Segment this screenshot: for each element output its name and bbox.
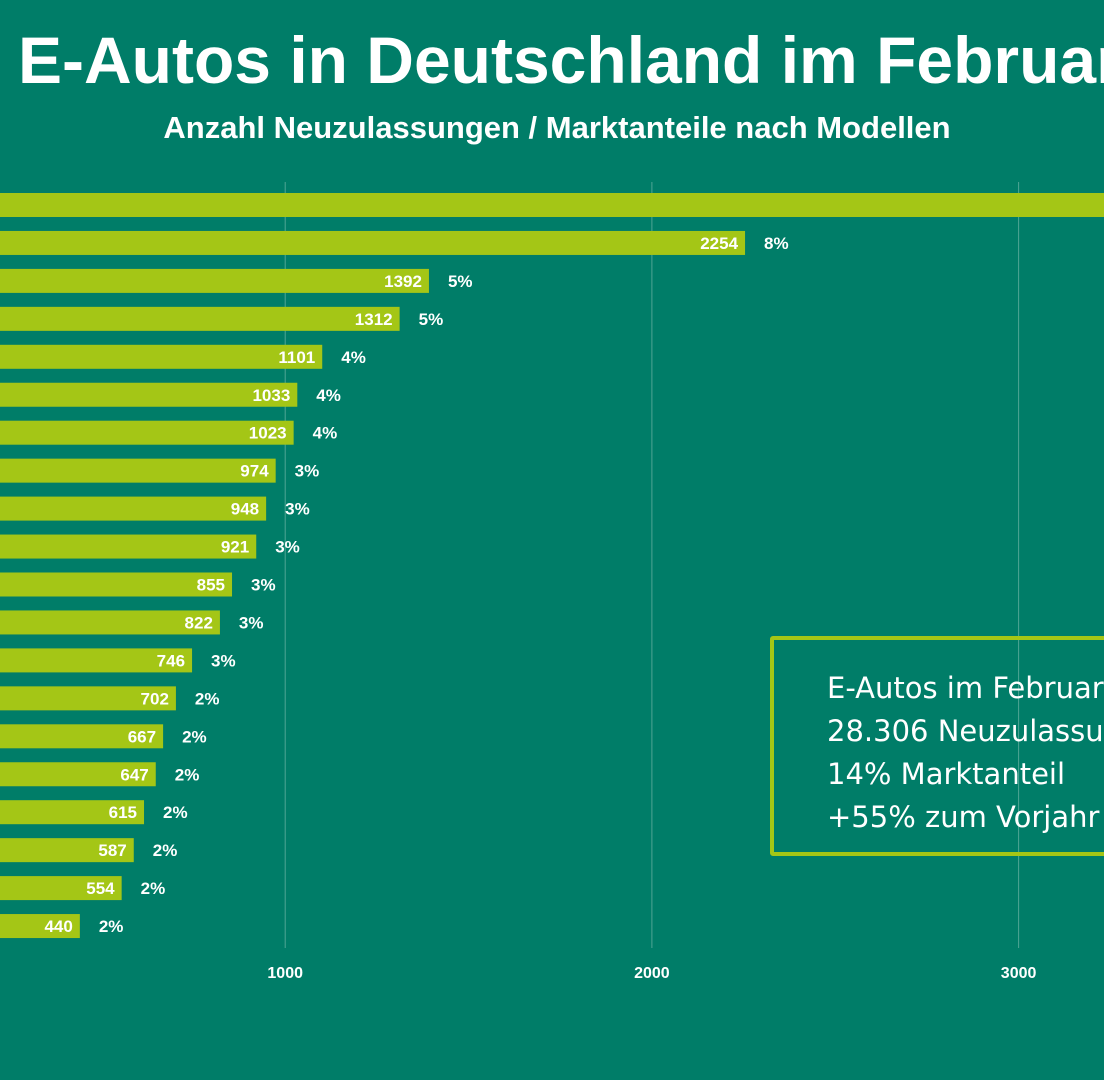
bar-value-label: 1392 [384, 272, 422, 291]
bar [0, 382, 298, 407]
bar [0, 610, 220, 635]
bar-share-label: 2% [175, 765, 200, 784]
bar [0, 306, 400, 331]
x-tick-label: 2000 [634, 965, 670, 982]
bar [0, 914, 80, 939]
bar-value-label: 974 [240, 462, 269, 481]
bar-value-label: 615 [109, 803, 137, 822]
bar-share-label: 4% [313, 424, 338, 443]
bar-value-label: 1033 [252, 386, 290, 405]
summary-line-2: 28.306 Neuzulassungen [827, 714, 1104, 748]
bar [0, 800, 145, 825]
bar-share-label: 8% [764, 234, 789, 253]
bar-value-label: 554 [86, 879, 115, 898]
summary-box: E-Autos im Februar 28.306 Neuzulassungen… [770, 636, 1104, 856]
bar-share-label: 2% [195, 689, 220, 708]
bar-value-label: 822 [185, 613, 213, 632]
bar-value-label: 746 [157, 651, 185, 670]
bar-value-label: 1023 [249, 424, 287, 443]
bar-value-label: 855 [197, 576, 225, 595]
bar-value-label: 921 [221, 538, 249, 557]
bar-value-label: 948 [231, 500, 259, 519]
bar-share-label: 4% [316, 386, 341, 405]
bar-value-label: 587 [98, 841, 126, 860]
bar [0, 496, 267, 521]
bar [0, 230, 746, 255]
bar-share-label: 2% [153, 841, 178, 860]
bar-value-label: 667 [128, 727, 156, 746]
bar [0, 534, 257, 559]
bar-share-label: 4% [341, 348, 366, 367]
bar [0, 838, 134, 863]
bar-value-label: 702 [141, 689, 169, 708]
bar [0, 458, 276, 483]
bar [0, 420, 294, 445]
bar [0, 572, 233, 597]
bar [0, 344, 323, 369]
bars [0, 193, 1104, 939]
summary-line-4: +55% zum Vorjahr [827, 800, 1100, 834]
page-title: E-Autos in Deutschland im Februar [18, 23, 1104, 97]
bar-share-label: 2% [182, 727, 207, 746]
bar-share-label: 3% [251, 576, 276, 595]
page-subtitle: Anzahl Neuzulassungen / Marktanteile nac… [163, 110, 951, 145]
bar-share-label: 5% [419, 310, 444, 329]
bar [0, 724, 164, 749]
bar-value-label: 2254 [700, 234, 738, 253]
bar [0, 268, 429, 293]
bar-share-label: 3% [239, 613, 264, 632]
bar-value-label: 1101 [278, 348, 315, 367]
x-axis-ticks: 1000 2000 3000 [267, 965, 1036, 982]
bar [0, 876, 122, 901]
bar-labels: 2254 8%1392 5%1312 5%1101 4%1033 4%1023 4%974 3… [44, 234, 788, 936]
x-tick-label: 1000 [267, 965, 303, 982]
bar-share-label: 3% [275, 538, 300, 557]
bar [0, 193, 1104, 217]
bar-share-label: 3% [285, 500, 310, 519]
bar-share-label: 2% [141, 879, 166, 898]
bar [0, 686, 176, 711]
bar [0, 648, 193, 673]
bar-value-label: 440 [44, 917, 72, 936]
summary-line-1: E-Autos im Februar [827, 671, 1104, 705]
bar-value-label: 647 [120, 765, 148, 784]
bar-share-label: 3% [211, 651, 236, 670]
bar-share-label: 2% [99, 917, 124, 936]
summary-line-3: 14% Marktanteil [827, 757, 1066, 791]
bar-share-label: 2% [163, 803, 188, 822]
bar-share-label: 5% [448, 272, 473, 291]
bar-share-label: 3% [295, 462, 320, 481]
x-tick-label: 3000 [1001, 965, 1037, 982]
bar-value-label: 1312 [355, 310, 393, 329]
bar [0, 762, 156, 787]
